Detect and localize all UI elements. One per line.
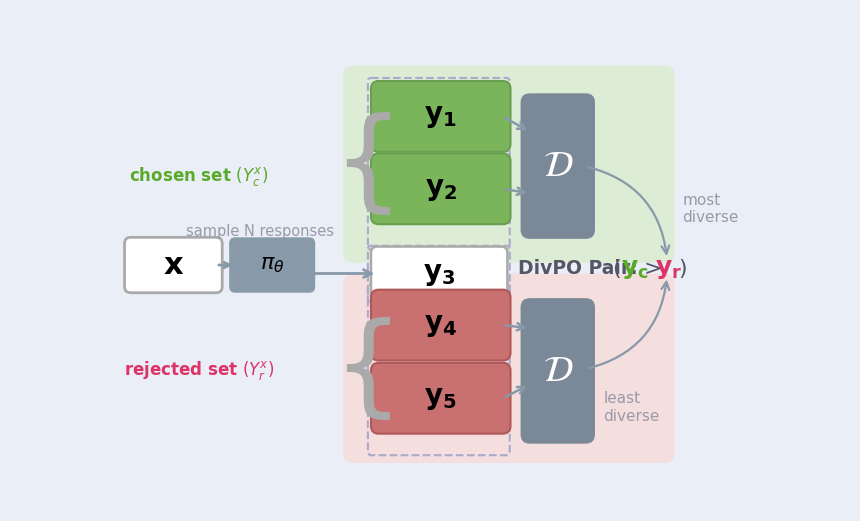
Text: $\mathbf{y_c}$: $\mathbf{y_c}$ <box>621 257 648 281</box>
FancyBboxPatch shape <box>371 363 511 433</box>
Text: $\mathbf{y_r}$: $\mathbf{y_r}$ <box>655 257 683 281</box>
FancyBboxPatch shape <box>371 81 511 152</box>
Text: DivPO Pair:: DivPO Pair: <box>519 259 638 278</box>
Text: chosen set $(Y_c^x)$: chosen set $(Y_c^x)$ <box>129 165 268 188</box>
Text: $\mathbf{x}$: $\mathbf{x}$ <box>163 251 184 280</box>
FancyBboxPatch shape <box>371 290 511 361</box>
Text: >: > <box>644 259 662 279</box>
Text: sample N responses: sample N responses <box>186 225 335 240</box>
FancyBboxPatch shape <box>125 237 222 293</box>
Text: $\mathcal{D}$: $\mathcal{D}$ <box>543 148 573 183</box>
Text: (: ( <box>612 259 621 279</box>
FancyBboxPatch shape <box>229 237 316 293</box>
FancyBboxPatch shape <box>371 246 507 301</box>
FancyBboxPatch shape <box>343 66 675 263</box>
Text: {: { <box>333 112 403 219</box>
Text: ): ) <box>679 259 687 279</box>
Text: rejected set $(Y_r^x)$: rejected set $(Y_r^x)$ <box>124 359 274 382</box>
Text: $\mathbf{y_1}$: $\mathbf{y_1}$ <box>425 103 457 130</box>
FancyBboxPatch shape <box>371 153 511 224</box>
Text: $\mathbf{y_5}$: $\mathbf{y_5}$ <box>425 384 457 412</box>
FancyBboxPatch shape <box>100 55 782 472</box>
FancyBboxPatch shape <box>343 274 675 463</box>
Text: least
diverse: least diverse <box>604 391 660 424</box>
Text: $\mathbf{y_4}$: $\mathbf{y_4}$ <box>424 311 458 339</box>
Text: {: { <box>333 317 403 424</box>
FancyBboxPatch shape <box>520 93 595 239</box>
Text: $\mathbf{y_2}$: $\mathbf{y_2}$ <box>425 175 457 203</box>
Text: $\pi_\theta$: $\pi_\theta$ <box>260 255 284 275</box>
Text: $\mathcal{D}$: $\mathcal{D}$ <box>543 354 573 388</box>
Text: most
diverse: most diverse <box>683 193 739 225</box>
FancyBboxPatch shape <box>520 298 595 444</box>
Text: $\mathbf{y_3}$: $\mathbf{y_3}$ <box>423 259 456 288</box>
